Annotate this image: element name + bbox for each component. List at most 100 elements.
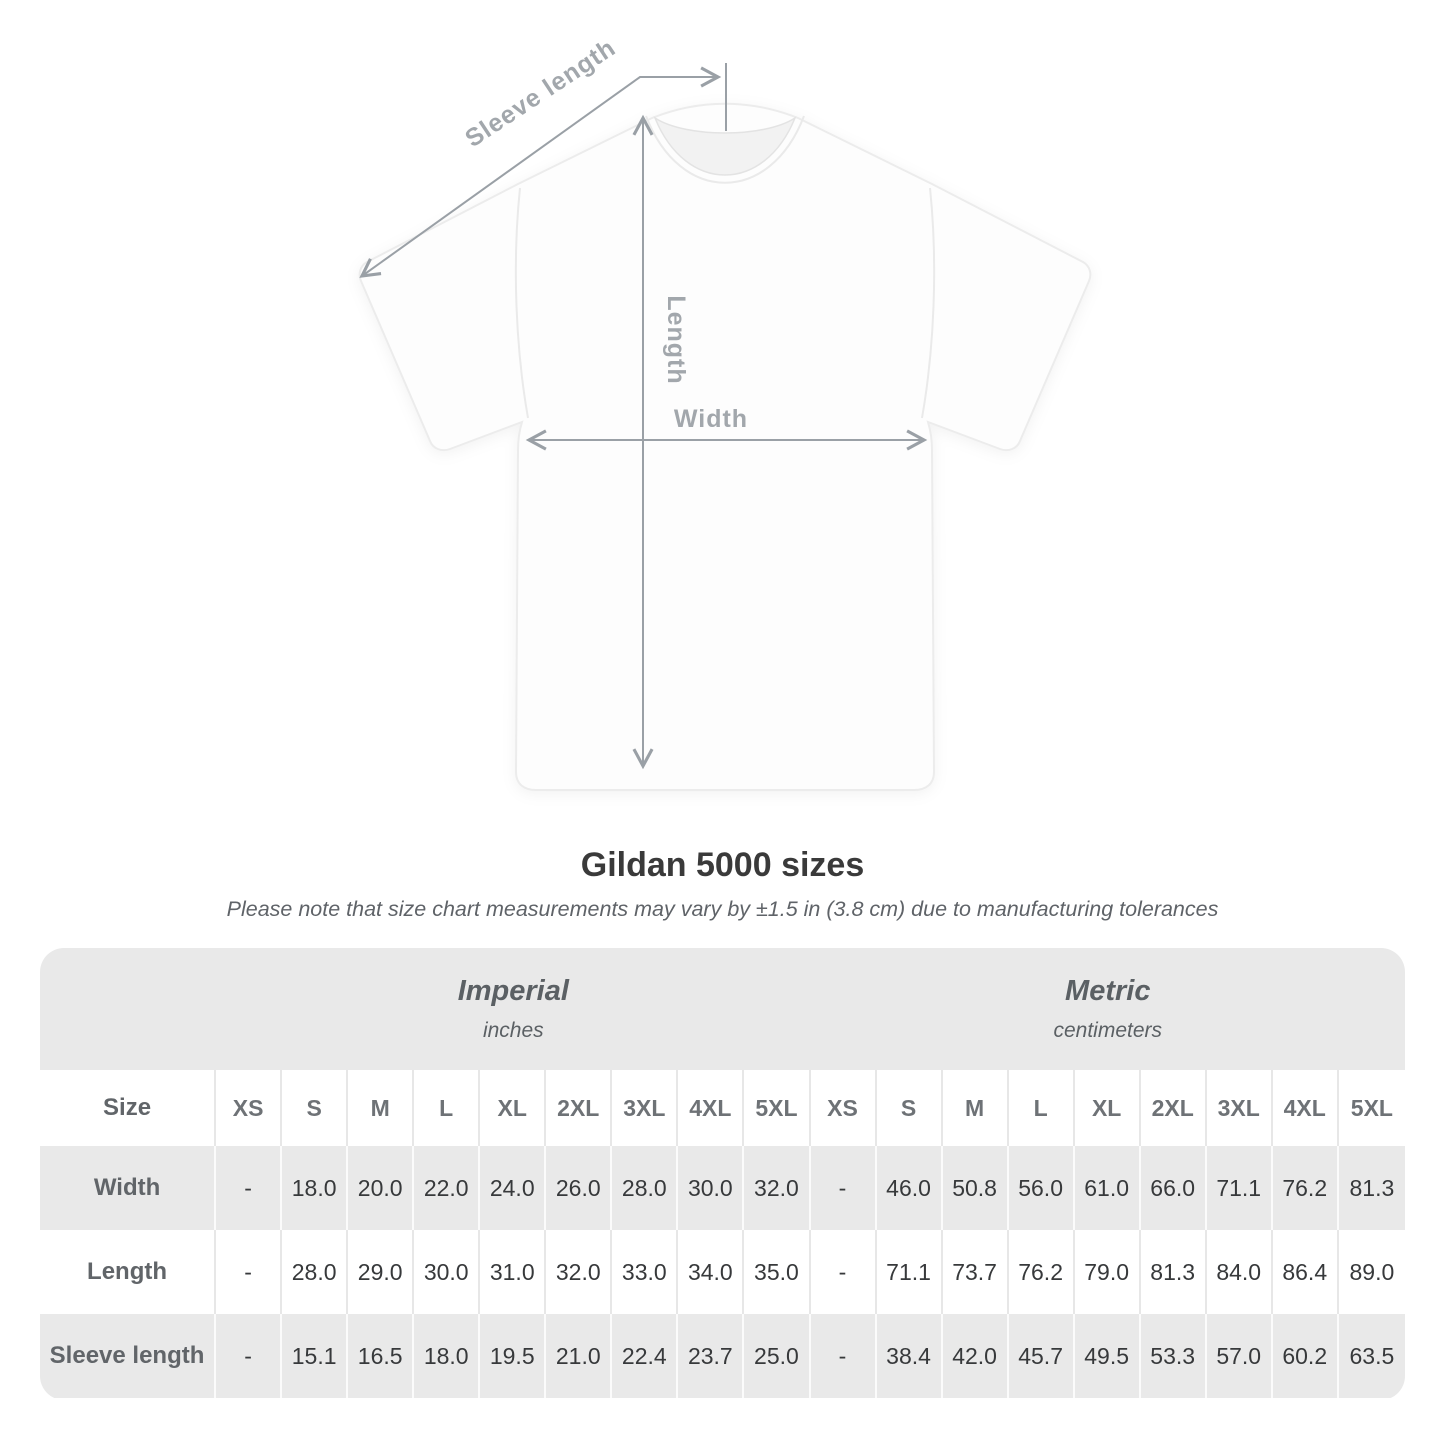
unit-group-row: Imperial inches Metric centimeters (40, 948, 1405, 1070)
size-table-container: Imperial inches Metric centimeters Size … (40, 948, 1405, 1400)
size-header: M (942, 1070, 1009, 1146)
metric-group-unit: centimeters (1053, 1019, 1163, 1042)
length-value: 81.3 (1140, 1230, 1207, 1314)
length-value: 76.2 (1008, 1230, 1075, 1314)
size-header: L (1008, 1070, 1075, 1146)
size-header: 2XL (1140, 1070, 1207, 1146)
length-value: 73.7 (942, 1230, 1009, 1314)
length-row: Length - 28.0 29.0 30.0 31.0 32.0 33.0 3… (40, 1230, 1405, 1314)
width-value: 76.2 (1272, 1146, 1339, 1230)
sleeve-length-label: Sleeve length (460, 34, 621, 153)
size-header: S (876, 1070, 943, 1146)
tshirt-body-shape (358, 102, 1092, 791)
sleeve-length-value: 21.0 (546, 1314, 613, 1398)
length-value: 34.0 (678, 1230, 745, 1314)
size-header: 2XL (546, 1070, 613, 1146)
length-value: 84.0 (1206, 1230, 1273, 1314)
size-column-header: Size (40, 1070, 217, 1146)
width-row: Width - 18.0 20.0 22.0 24.0 26.0 28.0 30… (40, 1146, 1405, 1230)
width-value: - (810, 1146, 877, 1230)
imperial-group-unit: inches (482, 1019, 544, 1042)
length-value: 28.0 (282, 1230, 349, 1314)
sleeve-length-value: 22.4 (612, 1314, 679, 1398)
tshirt-figure-svg: Sleeve length Length Width (358, 34, 1092, 791)
width-value: 56.0 (1008, 1146, 1075, 1230)
sleeve-length-value: 45.7 (1008, 1314, 1075, 1398)
length-value: - (216, 1230, 283, 1314)
width-value: 50.8 (942, 1146, 1009, 1230)
size-header: XL (480, 1070, 547, 1146)
sleeve-length-value: 15.1 (282, 1314, 349, 1398)
unit-group-metric: Metric centimeters (810, 948, 1405, 1070)
sleeve-length-value: 53.3 (1140, 1314, 1207, 1398)
size-chart-table: Imperial inches Metric centimeters Size … (40, 948, 1405, 1398)
unit-group-imperial: Imperial inches (216, 948, 811, 1070)
width-value: 71.1 (1206, 1146, 1273, 1230)
width-value: 81.3 (1338, 1146, 1405, 1230)
sleeve-length-value: 23.7 (678, 1314, 745, 1398)
width-value: - (216, 1146, 283, 1230)
width-value: 66.0 (1140, 1146, 1207, 1230)
sleeve-length-value: 63.5 (1338, 1314, 1405, 1398)
size-header-row: Size XS S M L XL 2XL 3XL 4XL 5XL XS S M … (40, 1070, 1405, 1146)
length-value: 71.1 (876, 1230, 943, 1314)
sleeve-length-value: 16.5 (348, 1314, 415, 1398)
row-label-width: Width (40, 1146, 217, 1230)
width-value: 26.0 (546, 1146, 613, 1230)
width-value: 20.0 (348, 1146, 415, 1230)
sleeve-length-row: Sleeve length - 15.1 16.5 18.0 19.5 21.0… (40, 1314, 1405, 1398)
length-value: 29.0 (348, 1230, 415, 1314)
width-value: 28.0 (612, 1146, 679, 1230)
size-header: S (282, 1070, 349, 1146)
size-header: L (414, 1070, 481, 1146)
row-label-length: Length (40, 1230, 217, 1314)
length-value: 31.0 (480, 1230, 547, 1314)
length-value: - (810, 1230, 877, 1314)
sleeve-length-value: 49.5 (1074, 1314, 1141, 1398)
unit-group-spacer (40, 948, 217, 1070)
width-value: 24.0 (480, 1146, 547, 1230)
right-sleeve-seam (921, 187, 936, 419)
sleeve-length-value: 60.2 (1272, 1314, 1339, 1398)
width-label: Width (674, 405, 748, 433)
sleeve-length-value: 18.0 (414, 1314, 481, 1398)
sleeve-length-arrow (359, 66, 722, 278)
length-value: 35.0 (744, 1230, 811, 1314)
size-header: XL (1074, 1070, 1141, 1146)
length-value: 89.0 (1338, 1230, 1405, 1314)
size-header: 3XL (612, 1070, 679, 1146)
tshirt-image (358, 102, 1092, 791)
sleeve-length-value: - (810, 1314, 877, 1398)
size-header: 4XL (678, 1070, 745, 1146)
length-value: 79.0 (1074, 1230, 1141, 1314)
size-header: 4XL (1272, 1070, 1339, 1146)
tshirt-measurement-figure: Sleeve length Length Width (358, 34, 1092, 791)
tolerance-note: Please note that size chart measurements… (226, 897, 1219, 921)
sleeve-length-value: 42.0 (942, 1314, 1009, 1398)
sleeve-length-value: 38.4 (876, 1314, 943, 1398)
width-value: 30.0 (678, 1146, 745, 1230)
size-header: M (348, 1070, 415, 1146)
width-value: 46.0 (876, 1146, 943, 1230)
size-header: 3XL (1206, 1070, 1273, 1146)
width-value: 32.0 (744, 1146, 811, 1230)
width-value: 18.0 (282, 1146, 349, 1230)
sleeve-length-value: - (216, 1314, 283, 1398)
imperial-group-title: Imperial (457, 975, 569, 1007)
width-value: 22.0 (414, 1146, 481, 1230)
length-value: 33.0 (612, 1230, 679, 1314)
length-label: Length (662, 295, 690, 384)
row-label-sleeve-length: Sleeve length (40, 1314, 217, 1398)
length-value: 30.0 (414, 1230, 481, 1314)
size-header: 5XL (1338, 1070, 1405, 1146)
metric-group-title: Metric (1065, 975, 1151, 1007)
sleeve-length-value: 57.0 (1206, 1314, 1273, 1398)
size-header: XS (216, 1070, 283, 1146)
width-value: 61.0 (1074, 1146, 1141, 1230)
size-header: XS (810, 1070, 877, 1146)
length-value: 32.0 (546, 1230, 613, 1314)
page-title: Gildan 5000 sizes (580, 846, 865, 884)
size-header: 5XL (744, 1070, 811, 1146)
sleeve-length-value: 19.5 (480, 1314, 547, 1398)
